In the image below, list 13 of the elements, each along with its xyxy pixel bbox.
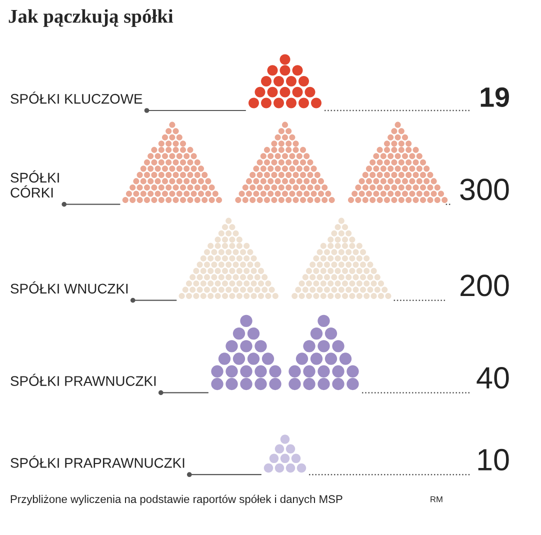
- text: Jak pączkują spółki: [8, 9, 174, 27]
- category-label: SPÓŁKI CÓRKI: [10, 170, 59, 198]
- category-label: SPÓŁKI WNUCZKI: [10, 281, 128, 294]
- category-label: SPÓŁKI PRAPRAWNUCZKI: [10, 456, 184, 468]
- data-label: 10: [478, 448, 509, 471]
- category-label: SPÓŁKI PRAWNUCZKI: [10, 374, 156, 386]
- text: Przybliżone wyliczenia na podstawie raportów spółek i danych MSP: [10, 494, 342, 506]
- data-label: 19: [480, 87, 509, 108]
- text: RM: [430, 496, 442, 502]
- data-label: 200: [460, 274, 509, 296]
- category-label: SPÓŁKI KLUCZOWE: [10, 92, 142, 104]
- data-label: 300: [460, 178, 509, 200]
- data-label: 40: [476, 367, 509, 389]
